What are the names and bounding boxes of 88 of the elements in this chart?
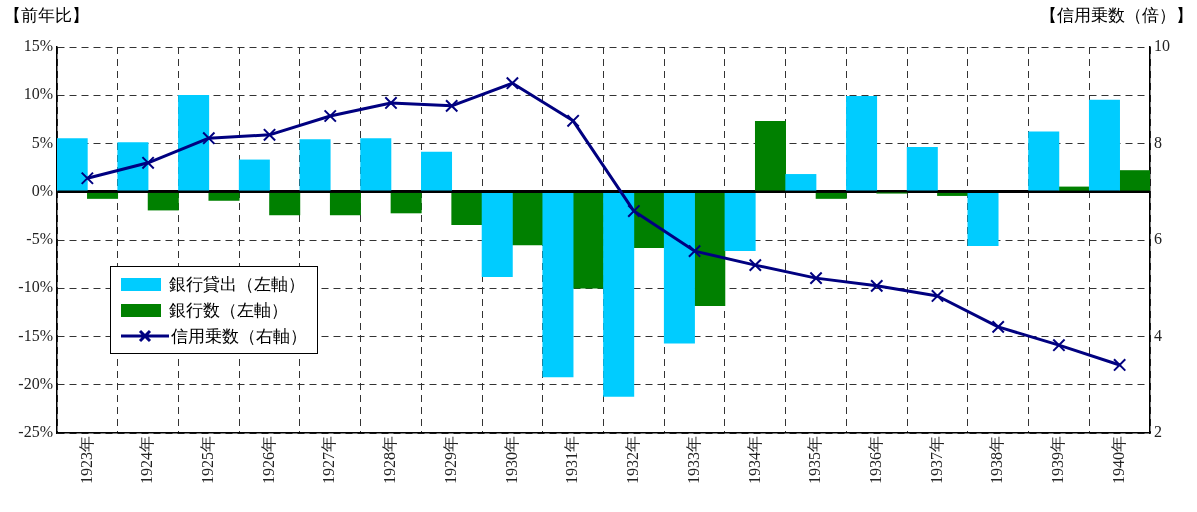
x-tick-label: 1938年 (988, 436, 1006, 484)
x-tick-label: 1936年 (866, 436, 884, 484)
bar (1028, 131, 1060, 191)
point (1052, 338, 1066, 352)
y-tick-label: -10% (18, 278, 53, 296)
point (141, 156, 155, 170)
legend-label: 銀行貸出（左軸） (169, 273, 305, 296)
bar (785, 174, 817, 191)
y-tick-label: 0% (31, 181, 53, 199)
legend-label: 銀行数（左軸） (169, 299, 288, 322)
point (384, 96, 398, 110)
point (323, 109, 337, 123)
bar (572, 192, 604, 289)
bar (87, 192, 119, 199)
x-tick-label: 1923年 (77, 436, 95, 484)
bar (603, 192, 635, 397)
x-tick-label: 1932年 (624, 436, 642, 484)
x-tick-label: 1925年 (199, 436, 217, 484)
x-tick-label: 1926年 (259, 436, 277, 484)
y-tick-label: -20% (18, 374, 53, 392)
bar (451, 192, 483, 225)
x-tick-label: 1940年 (1109, 436, 1127, 484)
bar (390, 192, 422, 214)
bar (906, 147, 938, 191)
bar (147, 192, 179, 211)
bar (815, 192, 847, 199)
bar (724, 192, 756, 251)
y-axis-title: 【前年比】 (4, 5, 89, 27)
bar (1119, 170, 1150, 191)
bar (57, 138, 88, 191)
x-tick-label: 1931年 (563, 436, 581, 484)
x-tick-label: 1934年 (745, 436, 763, 484)
point (262, 128, 277, 142)
point (445, 99, 459, 113)
point (991, 320, 1005, 334)
bar (1058, 186, 1090, 191)
bar (117, 142, 149, 191)
y-tick-label: 5% (31, 133, 53, 151)
bar (663, 192, 695, 344)
bar (208, 192, 240, 201)
y-tick-label: 10% (23, 85, 53, 103)
bar (329, 192, 361, 216)
point (687, 244, 702, 258)
bar (421, 151, 453, 191)
y-tick-label: 15% (23, 37, 53, 55)
point (505, 76, 520, 90)
x-tick-label: 1929年 (441, 436, 459, 484)
y2-tick-label: 10 (1154, 37, 1170, 55)
x-tick-label: 1927年 (320, 436, 338, 484)
y2-tick-label: 6 (1154, 230, 1162, 248)
y2-tick-label: 2 (1154, 423, 1162, 441)
bar (178, 94, 210, 191)
x-tick-label: 1928年 (381, 436, 399, 484)
legend-label: 信用乗数（右軸） (171, 325, 307, 348)
bar (481, 192, 513, 277)
x-tick-label: 1939年 (1049, 436, 1067, 484)
point (748, 258, 762, 272)
bar (238, 159, 270, 191)
bar (1088, 99, 1120, 191)
bar (542, 192, 574, 378)
point (809, 271, 823, 285)
bar (937, 192, 969, 196)
y-tick-label: -15% (18, 326, 53, 344)
y2-tick-label: 8 (1154, 133, 1162, 151)
y-tick-label: -5% (26, 230, 53, 248)
x-tick-label: 1935年 (806, 436, 824, 484)
point (202, 131, 216, 145)
point (627, 204, 641, 218)
bar (754, 120, 786, 191)
bar (694, 192, 726, 306)
x-tick-label: 1933年 (684, 436, 702, 484)
bar (846, 95, 878, 191)
bar (299, 139, 331, 191)
point (930, 289, 945, 303)
y2-axis-title: 【信用乗数（倍）】 (1040, 5, 1193, 27)
x-tick-label: 1924年 (138, 436, 156, 484)
point (870, 279, 884, 293)
y2-tick-label: 4 (1154, 326, 1162, 344)
bar (269, 192, 301, 216)
point (1112, 358, 1127, 372)
y-tick-label: -25% (18, 423, 53, 441)
bar (360, 138, 392, 191)
bar (967, 192, 999, 247)
x-tick-label: 1937年 (927, 436, 945, 484)
bar (512, 192, 544, 246)
x-tick-label: 1930年 (502, 436, 520, 484)
point (80, 171, 95, 185)
point (566, 114, 580, 128)
